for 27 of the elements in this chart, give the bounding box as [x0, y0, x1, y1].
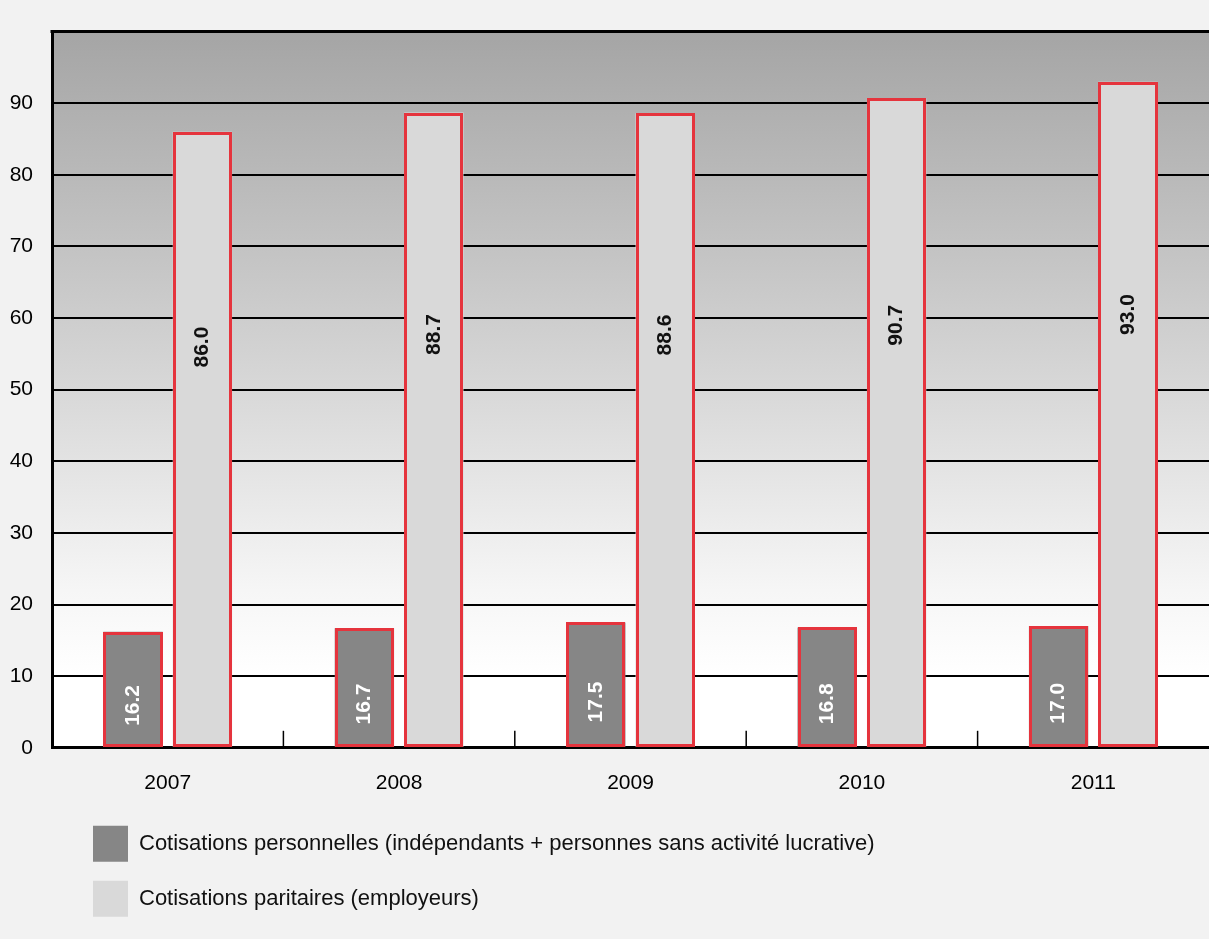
y-tick-label: 30 [9, 519, 33, 543]
data-label: 16.8 [813, 683, 837, 725]
legend-label: Cotisations personnelles (indépendants + personnes sans activité lucrative) [139, 829, 875, 855]
x-tick-label: 2010 [838, 770, 886, 794]
legend-label: Cotisations paritaires (employeurs) [139, 884, 479, 910]
y-tick-label: 60 [9, 304, 33, 328]
data-label: 93.0 [1114, 294, 1138, 335]
data-label: 90.7 [883, 304, 907, 346]
x-tick-label: 2008 [375, 770, 423, 794]
data-label: 17.0 [1045, 682, 1069, 724]
y-tick-label: 70 [9, 233, 33, 257]
data-label: 88.7 [420, 314, 444, 355]
y-tick-label: 90 [9, 90, 33, 114]
y-tick-label: 80 [9, 161, 33, 185]
x-tick-label: 2009 [607, 770, 654, 794]
y-tick-label: 10 [9, 662, 33, 686]
data-label: 88.6 [652, 314, 676, 356]
data-label: 16.2 [119, 684, 143, 726]
data-label: 86.0 [189, 326, 213, 368]
data-label: 17.5 [582, 681, 606, 723]
x-tick-label: 2007 [144, 770, 192, 794]
y-tick-label: 20 [9, 591, 33, 615]
y-tick-label: 40 [9, 448, 33, 472]
x-tick-label: 2011 [1070, 770, 1116, 794]
data-label: 16.7 [351, 683, 375, 725]
y-tick-label: 50 [9, 376, 33, 400]
y-tick-label: 0 [21, 734, 33, 758]
